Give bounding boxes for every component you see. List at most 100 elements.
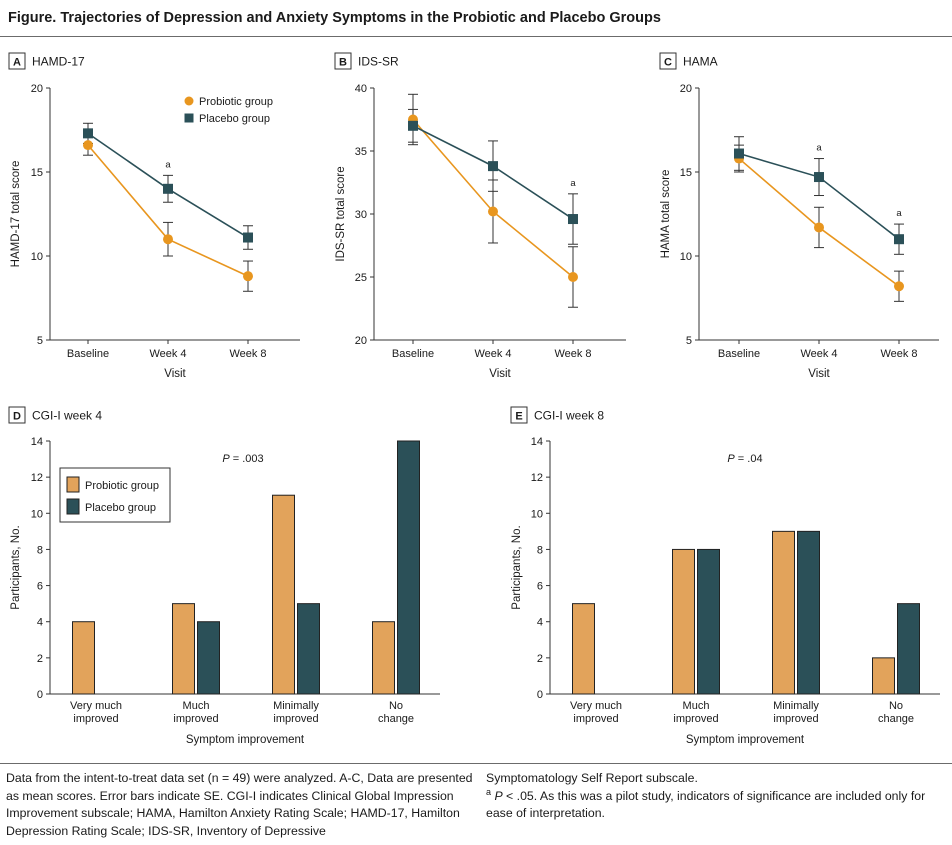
panel-d-p-number: = .003 <box>230 453 264 465</box>
panel-e-x-tick-label-line1: Minimally <box>773 700 819 712</box>
panel-b-y-tick-label: 30 <box>355 209 367 221</box>
panel-a-probiotic-point <box>83 140 93 151</box>
panel-a-y-tick-label: 10 <box>31 251 43 263</box>
panel-b-probiotic-point <box>568 272 578 282</box>
panel-b-y-tick-label: 25 <box>355 272 367 284</box>
title-rule <box>0 36 952 37</box>
panel-e-x-tick-label-line2: improved <box>673 713 718 725</box>
panel-a-legend-placebo-label: Placebo group <box>199 113 270 125</box>
panel-d-legend-placebo-swatch <box>66 498 80 515</box>
panel-e-bar-probiotic-much-improved <box>672 548 695 695</box>
panel-d-y-tick-label: 6 <box>37 581 43 593</box>
panel-d-legend-probiotic-label: Probiotic group <box>85 480 159 492</box>
panel-a-legend-probiotic-marker <box>184 96 194 106</box>
panel-b-probiotic-point <box>488 206 498 217</box>
panel-d-bar-placebo-much-improved <box>197 621 220 695</box>
panel-d-letter-box <box>8 406 26 424</box>
panel-b-y-axis-label: IDS-SR total score <box>335 166 347 261</box>
panel-a-placebo-point <box>243 232 253 243</box>
panel-e-y-tick-label: 6 <box>537 581 543 593</box>
footnote-right-line1: Symptomatology Self Report subscale. <box>486 771 698 785</box>
panel-b-x-tick-label: Baseline <box>392 348 434 360</box>
panel-d-y-axis-label: Participants, No. <box>10 525 22 609</box>
panel-d-x-tick-label-line2: change <box>378 713 414 725</box>
panel-b-placebo-point <box>568 214 578 225</box>
panel-d-bar-probiotic-much-improved <box>172 603 195 695</box>
panel-a-legend-probiotic-label: Probiotic group <box>199 96 273 108</box>
panel-c-probiotic-point <box>814 222 824 233</box>
panel-e-x-tick-label-line1: No <box>889 700 903 712</box>
panel-a-legend-placebo-marker <box>184 113 194 123</box>
footnote-left: Data from the intent-to-treat data set (… <box>6 771 473 838</box>
panel-b-letter: B <box>339 57 347 69</box>
panel-b-placebo-point <box>408 120 418 131</box>
panel-d-bar-placebo-minimally-improved <box>297 603 320 695</box>
panel-d-bar-probiotic-very-much-improved <box>72 621 95 695</box>
panel-a-letter: A <box>13 57 21 69</box>
panel-e-bar-placebo-much-improved <box>697 548 720 695</box>
panel-d-bar-placebo-no-change <box>397 440 420 695</box>
panel-c-y-tick-label: 15 <box>680 167 692 179</box>
panel-c-x-tick-label: Baseline <box>718 348 760 360</box>
panel-b-y-tick-label: 20 <box>355 335 367 347</box>
panel-d-x-tick-label-line1: No <box>389 700 403 712</box>
panel-c-placebo-point <box>894 234 904 245</box>
panel-d-bar-probiotic-minimally-improved <box>272 494 295 695</box>
panel-c-letter-box <box>659 52 677 70</box>
panel-c-y-tick-label: 5 <box>686 335 692 347</box>
panel-a-placebo-point <box>163 183 173 194</box>
panel-a-y-tick-label: 20 <box>31 83 43 95</box>
panel-e-bar-probiotic-minimally-improved <box>772 530 795 695</box>
panel-a-placebo-point <box>83 128 93 139</box>
panel-e-y-tick-label: 12 <box>531 472 543 484</box>
panel-d-legend-placebo-label: Placebo group <box>85 502 156 514</box>
panel-d-y-tick-label: 14 <box>31 436 43 448</box>
panel-d-x-tick-label-line1: Very much <box>70 700 122 712</box>
panel-d-y-tick-label: 2 <box>37 653 43 665</box>
panel-c-significance-mark: a <box>816 143 822 154</box>
panel-e-y-axis-label: Participants, No. <box>511 525 523 609</box>
panel-e-y-tick-label: 0 <box>537 689 543 701</box>
footnote-sup: a <box>486 786 492 797</box>
panel-d-y-tick-label: 10 <box>31 508 43 520</box>
panel-b-letter-box <box>334 52 352 70</box>
panel-e-y-tick-label: 14 <box>531 436 543 448</box>
panel-d-title: CGI-I week 4 <box>32 409 102 423</box>
panel-b-x-tick-label: Week 4 <box>474 348 511 360</box>
panel-d-x-tick-label-line2: improved <box>173 713 218 725</box>
panel-a-x-axis-label: Visit <box>164 368 186 380</box>
panel-b-significance-mark: a <box>570 178 576 189</box>
panel-d-y-tick-label: 12 <box>31 472 43 484</box>
panel-d-x-axis-label: Symptom improvement <box>186 734 305 746</box>
panel-b-y-tick-label: 35 <box>355 146 367 158</box>
panel-a-letter-box <box>8 52 26 70</box>
panel-a-y-tick-label: 5 <box>37 335 43 347</box>
panel-c-y-axis-label: HAMA total score <box>660 170 672 259</box>
panel-d-p-label: P <box>222 453 230 465</box>
footnote-right: Symptomatology Self Report subscale. a P… <box>486 770 946 823</box>
panel-d-y-tick-label: 4 <box>37 617 43 629</box>
panel-e-y-tick-label: 10 <box>531 508 543 520</box>
panel-e-x-tick-label-line2: improved <box>573 713 618 725</box>
panel-e-x-axis-label: Symptom improvement <box>686 734 805 746</box>
panel-c-y-tick-label: 20 <box>680 83 692 95</box>
panel-e-bar-probiotic-no-change <box>872 657 895 695</box>
panel-a-y-axis-label: HAMD-17 total score <box>10 161 22 268</box>
panel-e-letter-box <box>510 406 528 424</box>
panel-e-p-value: P = .04 <box>727 453 762 465</box>
panel-a-probiotic-point <box>163 234 173 245</box>
panel-c-y-tick-label: 10 <box>680 251 692 263</box>
panel-c-x-tick-label: Week 4 <box>800 348 837 360</box>
footnote-significance-text: < .05. As this was a pilot study, indica… <box>486 788 926 821</box>
panel-a-x-tick-label: Week 8 <box>229 348 266 360</box>
panel-e-x-tick-label-line2: improved <box>773 713 818 725</box>
panel-c-placebo-point <box>814 172 824 183</box>
panel-a-significance-mark: a <box>165 159 171 170</box>
panel-d-x-tick-label-line1: Much <box>183 700 210 712</box>
figure-title: Figure. Trajectories of Depression and A… <box>8 10 661 26</box>
panel-d-bar-probiotic-no-change <box>372 621 395 695</box>
panel-d-x-tick-label-line2: improved <box>73 713 118 725</box>
panel-c-x-axis-label: Visit <box>808 368 830 380</box>
footnote-p-italic: P <box>494 788 503 803</box>
